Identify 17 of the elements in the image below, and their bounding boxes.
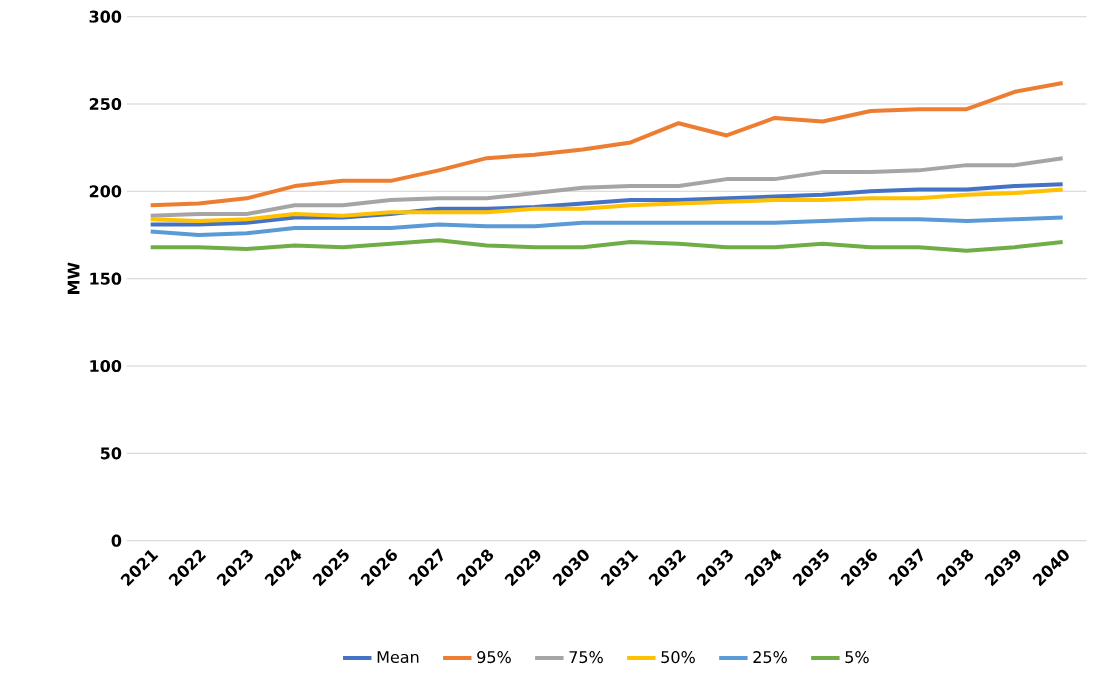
y-tick-label: 250 <box>89 97 122 111</box>
y-tick-label: 200 <box>89 185 122 198</box>
y-tick-label: 50 <box>100 447 122 460</box>
y-tick-label: 100 <box>90 359 122 373</box>
y-tick-label: 300 <box>89 10 122 23</box>
legend-label: 75% <box>569 651 603 664</box>
y-tick-label: 150 <box>90 272 122 285</box>
line-series <box>148 156 1065 218</box>
legend-label: 25% <box>753 651 787 664</box>
legend-label: Mean <box>377 651 419 664</box>
y-axis-title: MW <box>67 262 80 294</box>
line-series <box>148 81 1065 208</box>
legend-label: 5% <box>845 651 869 664</box>
y-tick-label: 0 <box>111 534 122 547</box>
line-series <box>148 238 1065 253</box>
legend-label: 50% <box>661 651 695 664</box>
legend-label: 95% <box>477 651 511 664</box>
